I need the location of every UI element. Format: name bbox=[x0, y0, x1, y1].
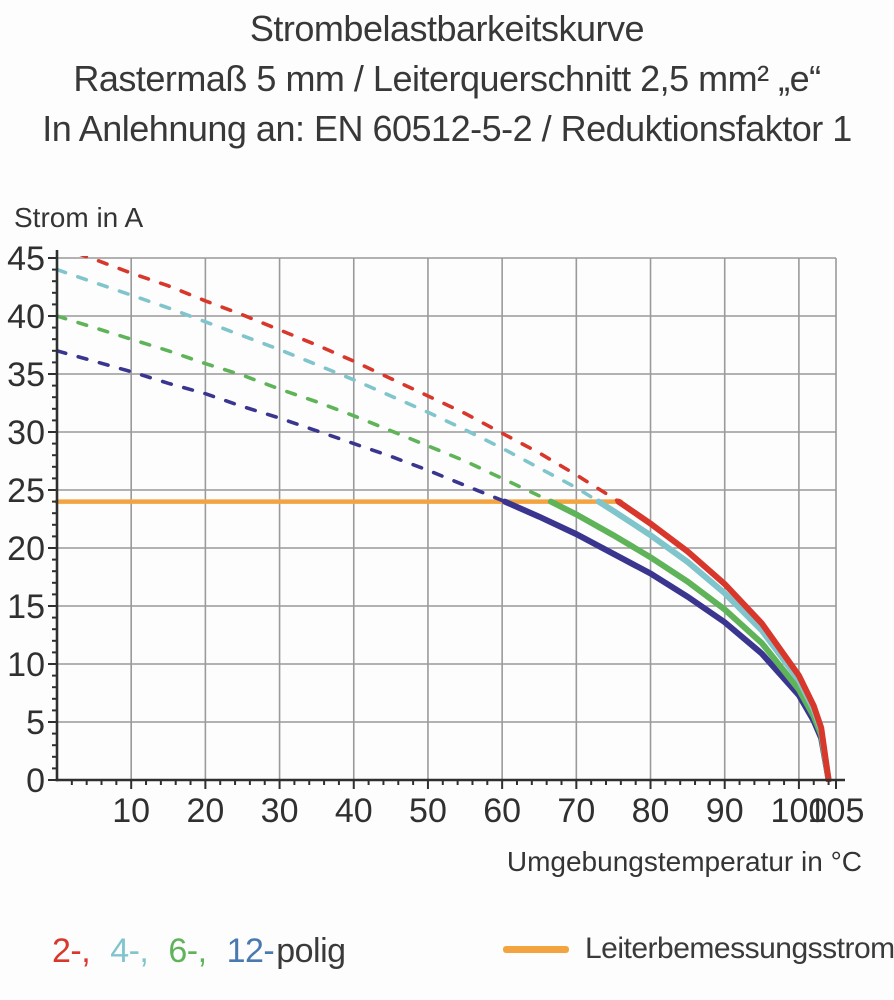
curve-12-polig-dashed bbox=[57, 349, 507, 504]
derating-chart-svg: 0 5 10 15 20 25 30 35 40 45 10 20 30 40 50 60 70 80 90 1001… bbox=[7, 240, 864, 830]
x-tick-label-10: 10 bbox=[112, 792, 150, 830]
x-tick-label-70: 70 bbox=[557, 792, 595, 830]
y-tick-label-0: 0 bbox=[26, 762, 45, 800]
ticks bbox=[48, 257, 837, 789]
y-tick-label-45: 45 bbox=[7, 240, 45, 278]
x-tick-label-80: 80 bbox=[632, 792, 670, 830]
y-tick-label-30: 30 bbox=[7, 414, 45, 452]
y-tick-label-35: 35 bbox=[7, 356, 45, 394]
y-tick-label-10: 10 bbox=[7, 646, 45, 684]
x-tick-label-50: 50 bbox=[409, 792, 447, 830]
x-tick-label-90: 90 bbox=[706, 792, 744, 830]
title-line-3: In Anlehnung an: EN 60512-5-2 / Reduktio… bbox=[42, 108, 852, 149]
legend-pole-colors: 2-, 4-, 6-, 12- bbox=[52, 932, 276, 971]
curve-2-polig-solid bbox=[615, 498, 832, 782]
legend-poles: 2-, 4-, 6-, 12- polig bbox=[52, 932, 346, 971]
grid bbox=[57, 257, 837, 780]
legend-pole-label: 4-, bbox=[110, 932, 149, 970]
legend-rated-current: Leiterbemessungsstrom bbox=[503, 932, 894, 966]
x-tick-label-30: 30 bbox=[261, 792, 299, 830]
x-tick-label-40: 40 bbox=[335, 792, 373, 830]
x-tick-label-105: 105 bbox=[808, 792, 865, 830]
legend-suffix-label: polig bbox=[276, 932, 346, 970]
x-tick-label-100: 100 bbox=[771, 792, 828, 830]
y-axis-caption: Strom in A bbox=[14, 202, 144, 233]
axes bbox=[55, 250, 845, 782]
y-tick-label-15: 15 bbox=[7, 588, 45, 626]
curve-2-polig-dashed bbox=[79, 256, 621, 504]
title-line-2: Rastermaß 5 mm / Leiterquerschnitt 2,5 m… bbox=[73, 58, 821, 99]
y-tick-label-5: 5 bbox=[26, 704, 45, 742]
curve-4-polig-solid bbox=[595, 498, 832, 782]
x-tick-label-20: 20 bbox=[186, 792, 224, 830]
x-axis-caption: Umgebungstemperatur in °C bbox=[506, 846, 862, 877]
y-tick-label-25: 25 bbox=[7, 472, 45, 510]
y-tick-label-20: 20 bbox=[7, 530, 45, 568]
chart-title-block: Strombelastbarkeitskurve Rastermaß 5 mm … bbox=[0, 4, 894, 154]
curve-4-polig-dashed bbox=[57, 267, 601, 504]
legend-pole-label: 2-, bbox=[52, 932, 91, 970]
y-tick-label-40: 40 bbox=[7, 298, 45, 336]
x-tick-label-60: 60 bbox=[483, 792, 521, 830]
y-tick-labels: 0 5 10 15 20 25 30 35 40 45 bbox=[7, 240, 45, 800]
title-line-1: Strombelastbarkeitskurve bbox=[249, 8, 645, 49]
legend-pole-label: 12- bbox=[226, 932, 275, 970]
chart-area: 0 5 10 15 20 25 30 35 40 45 10 20 30 40 50 60 70 80 90 100 1… bbox=[0, 190, 894, 840]
rated-current-line-swatch bbox=[503, 945, 569, 953]
curve-6-polig-dashed bbox=[57, 314, 553, 504]
curves bbox=[57, 256, 832, 782]
legend-pole-label: 6-, bbox=[168, 932, 207, 970]
rated-current-label: Leiterbemessungsstrom bbox=[585, 932, 894, 965]
